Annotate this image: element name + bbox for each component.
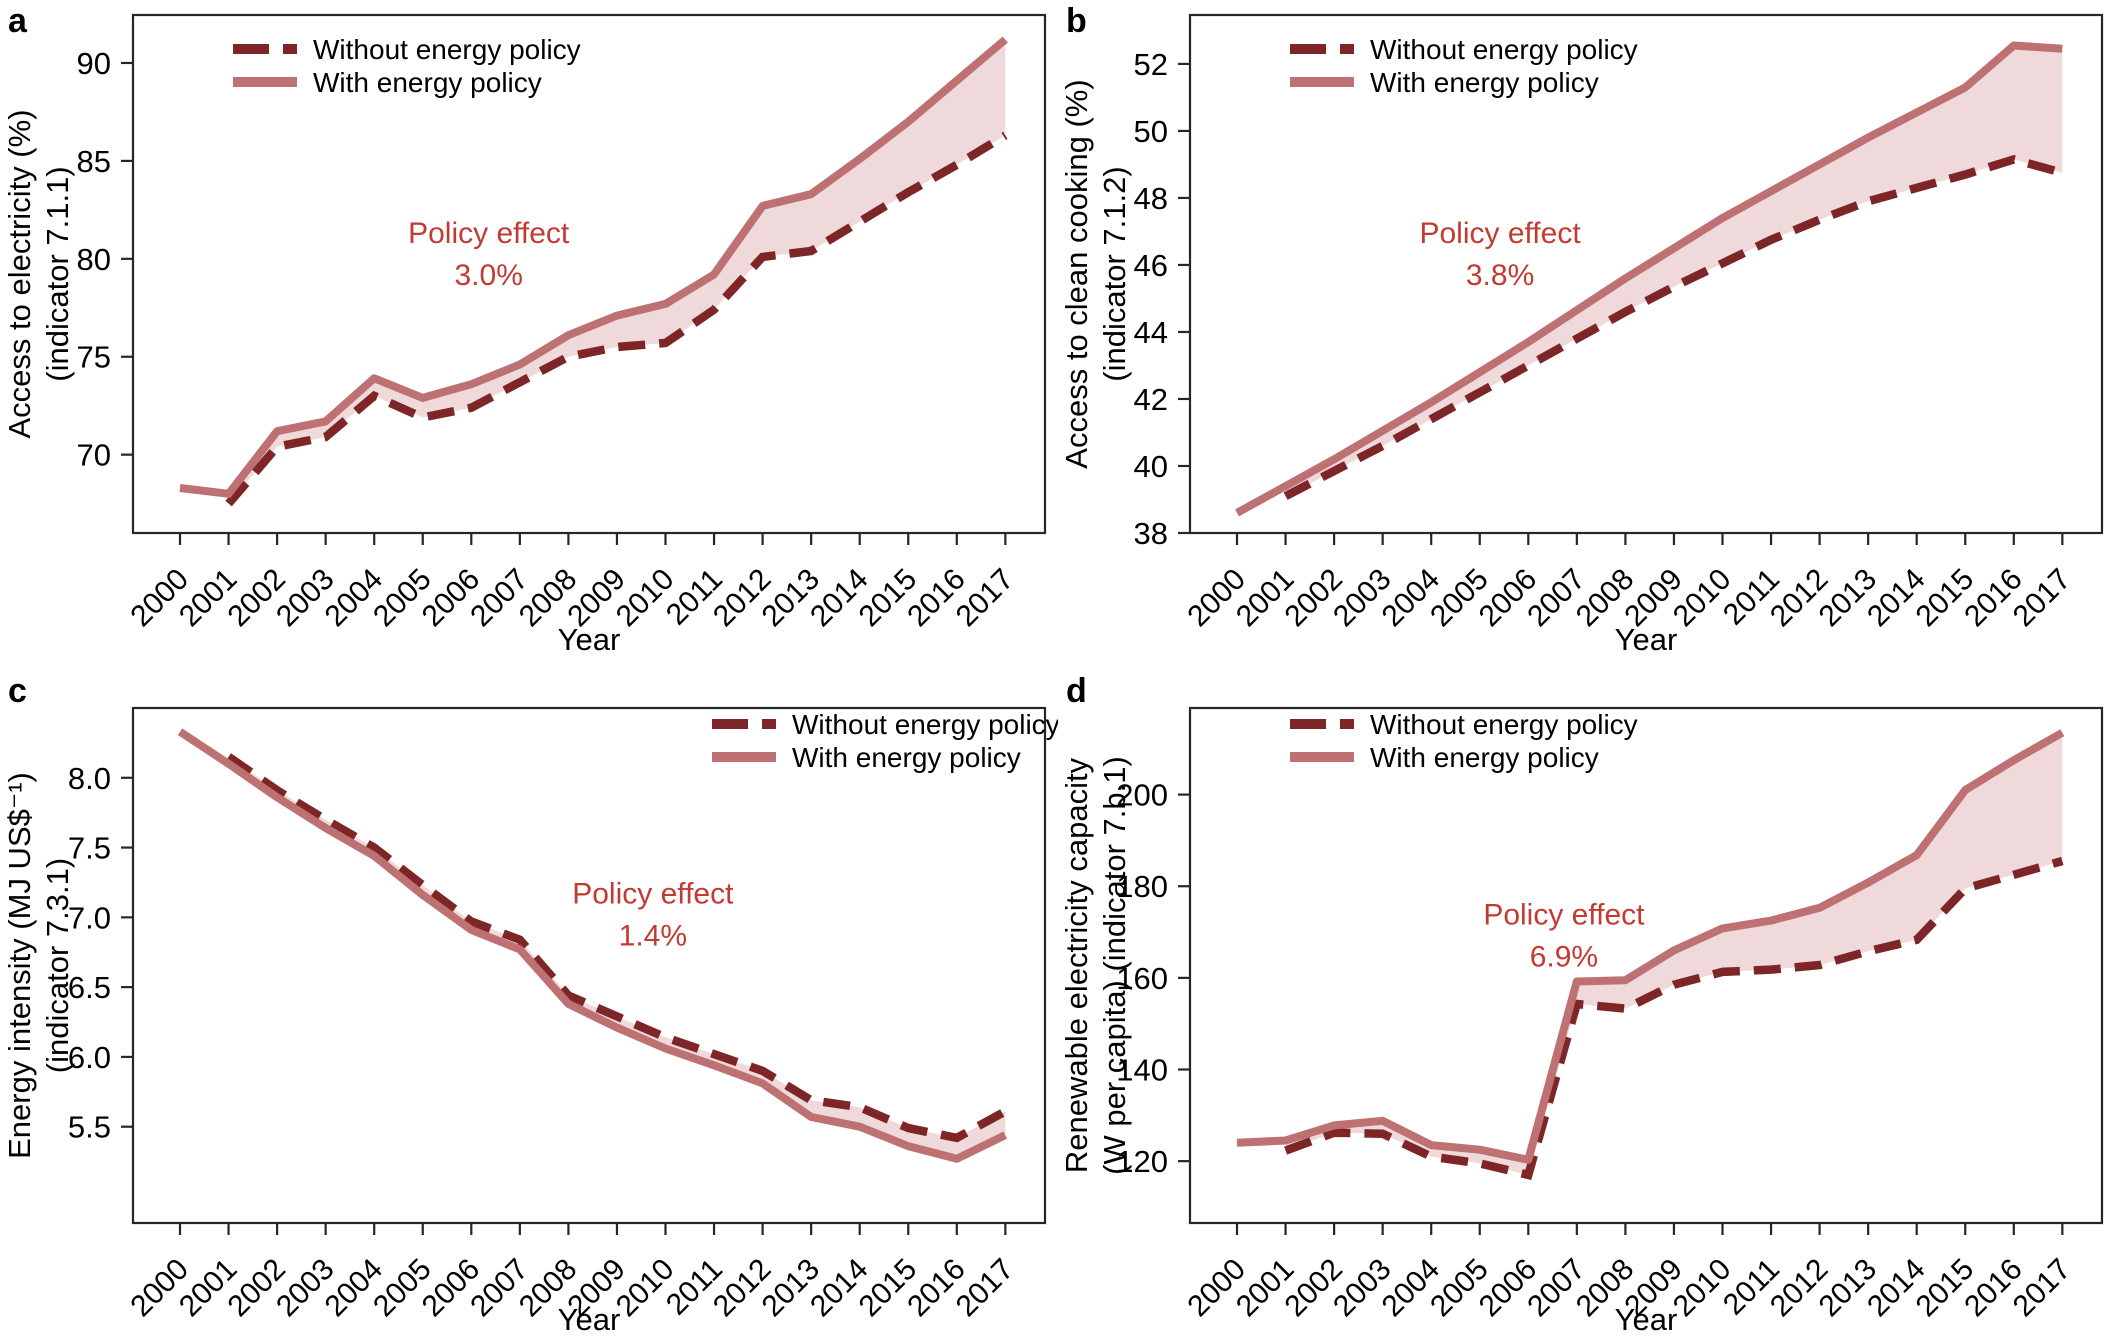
y-tick-label: 7.5 bbox=[68, 831, 111, 866]
y-axis-title-line1: Energy intensity (MJ US$⁻¹) bbox=[2, 772, 37, 1159]
x-tick-label: 2017 bbox=[2007, 563, 2078, 634]
y-tick-label: 200 bbox=[1116, 778, 1168, 813]
series-with-policy-line bbox=[1235, 41, 2063, 517]
chart-panel-a: 7075808590200020012002200320042005200620… bbox=[2, 13, 1047, 657]
policy-effect-label: Policy effect bbox=[1483, 898, 1645, 931]
x-tick-label: 2017 bbox=[950, 1253, 1021, 1324]
policy-effect-value: 6.9% bbox=[1530, 940, 1598, 973]
y-tick-label: 70 bbox=[77, 438, 111, 473]
x-axis-title: Year bbox=[558, 1302, 621, 1337]
legend-label-without: Without energy policy bbox=[1370, 709, 1638, 740]
y-tick-label: 38 bbox=[1134, 516, 1168, 551]
chart-panel-c: 5.56.06.57.07.58.02000200120022003200420… bbox=[2, 706, 1058, 1337]
panel-label-b: b bbox=[1066, 2, 1087, 40]
y-tick-label: 6.5 bbox=[68, 970, 111, 1005]
series-without-policy-line bbox=[1283, 154, 2064, 500]
x-axis-title: Year bbox=[558, 622, 621, 657]
y-axis-title-line2: (indicator 7.1.1) bbox=[40, 166, 75, 381]
legend-label-with: With energy policy bbox=[313, 67, 542, 98]
y-tick-label: 8.0 bbox=[68, 761, 111, 796]
y-tick-label: 80 bbox=[77, 242, 111, 277]
y-tick-label: 5.5 bbox=[68, 1110, 111, 1145]
y-tick-label: 6.0 bbox=[68, 1040, 111, 1075]
plot-frame bbox=[1188, 13, 2104, 535]
policy-effect-value: 3.0% bbox=[454, 259, 522, 292]
series-without-policy-line bbox=[1284, 856, 2064, 1180]
y-tick-label: 85 bbox=[77, 144, 111, 179]
legend-label-without: Without energy policy bbox=[313, 34, 581, 65]
series-with-policy-line bbox=[1236, 729, 2065, 1164]
panel-label-a: a bbox=[8, 2, 27, 40]
y-axis-title-line1: Access to clean cooking (%) bbox=[1059, 79, 1094, 468]
legend-label-with: With energy policy bbox=[1370, 742, 1599, 773]
series-without-policy-line bbox=[225, 131, 1008, 507]
y-tick-label: 46 bbox=[1134, 248, 1168, 283]
series-without-policy-line bbox=[226, 753, 1008, 1143]
y-tick-label: 48 bbox=[1134, 181, 1168, 216]
y-tick-label: 42 bbox=[1134, 382, 1168, 417]
x-tick-label: 2017 bbox=[2007, 1253, 2078, 1324]
legend-label-without: Without energy policy bbox=[1370, 34, 1638, 65]
y-axis-title-line1: Access to electricity (%) bbox=[2, 109, 37, 438]
y-tick-label: 50 bbox=[1134, 114, 1168, 149]
chart-panel-d: 1201401601802002000200120022003200420052… bbox=[1059, 706, 2104, 1337]
panel-label-c: c bbox=[8, 672, 27, 710]
policy-effect-value: 1.4% bbox=[619, 920, 687, 953]
chart-panel-b: 3840424446485052200020012002200320042005… bbox=[1059, 13, 2104, 657]
policy-effect-label: Policy effect bbox=[572, 878, 734, 911]
y-tick-label: 44 bbox=[1134, 315, 1168, 350]
legend-label-with: With energy policy bbox=[1370, 67, 1599, 98]
policy-effect-band bbox=[228, 756, 1006, 1159]
x-axis-title: Year bbox=[1615, 1302, 1678, 1337]
y-tick-label: 52 bbox=[1134, 47, 1168, 82]
y-tick-label: 90 bbox=[77, 46, 111, 81]
series-with-policy-line bbox=[177, 728, 1008, 1163]
y-axis-title-line1: Renewable electricity capacity bbox=[1059, 757, 1094, 1173]
y-tick-label: 7.0 bbox=[68, 900, 111, 935]
legend-label-with: With energy policy bbox=[792, 742, 1021, 773]
y-tick-label: 120 bbox=[1116, 1144, 1168, 1179]
policy-effect-band bbox=[1285, 45, 2063, 497]
plot-frame bbox=[1188, 706, 2104, 1225]
y-axis-title-line2: (W per capita) (indicator 7.b.1) bbox=[1097, 756, 1132, 1175]
plot-frame bbox=[131, 13, 1047, 535]
y-axis-title-line2: (indicator 7.3.1) bbox=[40, 858, 75, 1073]
y-tick-label: 140 bbox=[1116, 1053, 1168, 1088]
policy-effect-value: 3.8% bbox=[1466, 259, 1534, 292]
legend-label-without: Without energy policy bbox=[792, 709, 1058, 740]
y-tick-label: 40 bbox=[1134, 449, 1168, 484]
y-axis-title-line2: (indicator 7.1.2) bbox=[1097, 166, 1132, 381]
x-axis-title: Year bbox=[1615, 622, 1678, 657]
y-tick-label: 180 bbox=[1116, 869, 1168, 904]
policy-effect-label: Policy effect bbox=[408, 217, 570, 250]
panel-label-d: d bbox=[1066, 672, 1087, 710]
x-tick-label: 2017 bbox=[950, 563, 1021, 634]
policy-effect-band bbox=[228, 39, 1006, 504]
series-with-policy-line bbox=[179, 36, 1008, 498]
y-tick-label: 160 bbox=[1116, 961, 1168, 996]
policy-effect-label: Policy effect bbox=[1419, 217, 1581, 250]
y-tick-label: 75 bbox=[77, 340, 111, 375]
plot-frame bbox=[131, 706, 1047, 1225]
